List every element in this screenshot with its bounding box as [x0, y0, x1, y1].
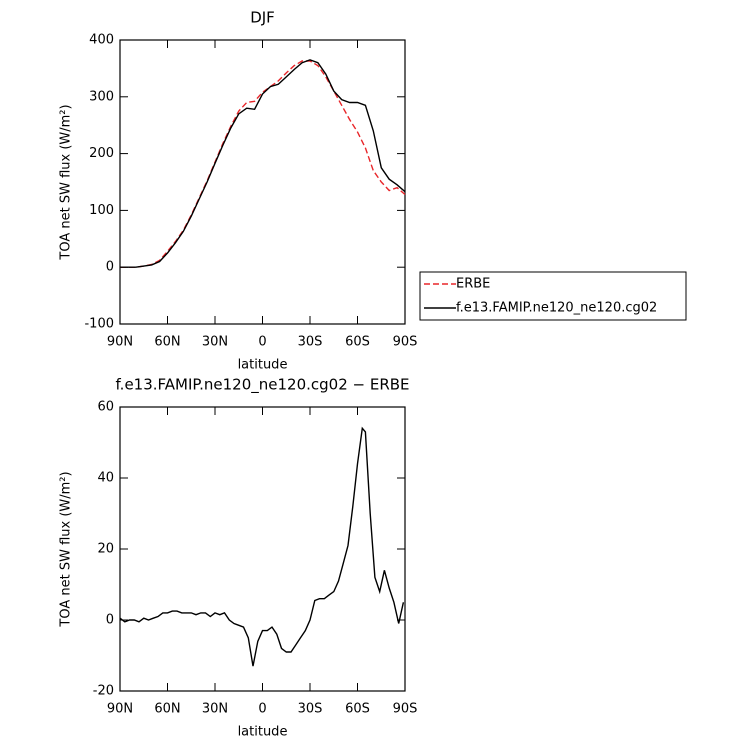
y-tick-label: 300 [89, 89, 114, 104]
y-tick-label: -100 [84, 317, 114, 332]
chart-title: DJF [250, 9, 275, 27]
x-tick-label: 30N [202, 335, 228, 350]
y-tick-label: -20 [93, 684, 114, 699]
x-tick-label: 30N [202, 702, 228, 717]
legend-box [419, 271, 687, 321]
chart-title: f.e13.FAMIP.ne120_ne120.cg02 − ERBE [115, 376, 409, 395]
x-tick-label: 90S [393, 702, 418, 717]
x-tick-label: 90N [107, 702, 133, 717]
x-axis-label: latitude [238, 358, 288, 373]
plot-frame [119, 39, 406, 325]
x-tick-label: 0 [258, 335, 266, 350]
x-tick-label: 0 [258, 702, 266, 717]
x-tick-label: 60N [154, 702, 180, 717]
y-axis-label: TOA net SW flux (W/m²) [59, 471, 74, 627]
data-line [120, 59, 406, 268]
y-tick-label: 100 [89, 203, 114, 218]
y-tick-label: 20 [97, 542, 114, 557]
y-tick-label: 0 [106, 613, 114, 628]
x-tick-label: 60S [345, 702, 370, 717]
x-tick-label: 30S [298, 702, 323, 717]
legend-label: ERBE [456, 277, 490, 292]
y-tick-label: 40 [97, 471, 114, 486]
legend-label: f.e13.FAMIP.ne120_ne120.cg02 [456, 301, 657, 316]
x-tick-label: 90N [107, 335, 133, 350]
y-tick-label: 0 [106, 260, 114, 275]
x-tick-label: 60S [345, 335, 370, 350]
y-axis-label: TOA net SW flux (W/m²) [59, 104, 74, 260]
x-tick-label: 90S [393, 335, 418, 350]
plot-frame [119, 406, 406, 692]
y-tick-label: 60 [97, 400, 114, 415]
x-tick-label: 30S [298, 335, 323, 350]
x-axis-label: latitude [238, 725, 288, 740]
y-tick-label: 200 [89, 146, 114, 161]
y-tick-label: 400 [89, 33, 114, 48]
x-tick-label: 60N [154, 335, 180, 350]
data-line [120, 60, 406, 268]
data-line [119, 426, 405, 667]
